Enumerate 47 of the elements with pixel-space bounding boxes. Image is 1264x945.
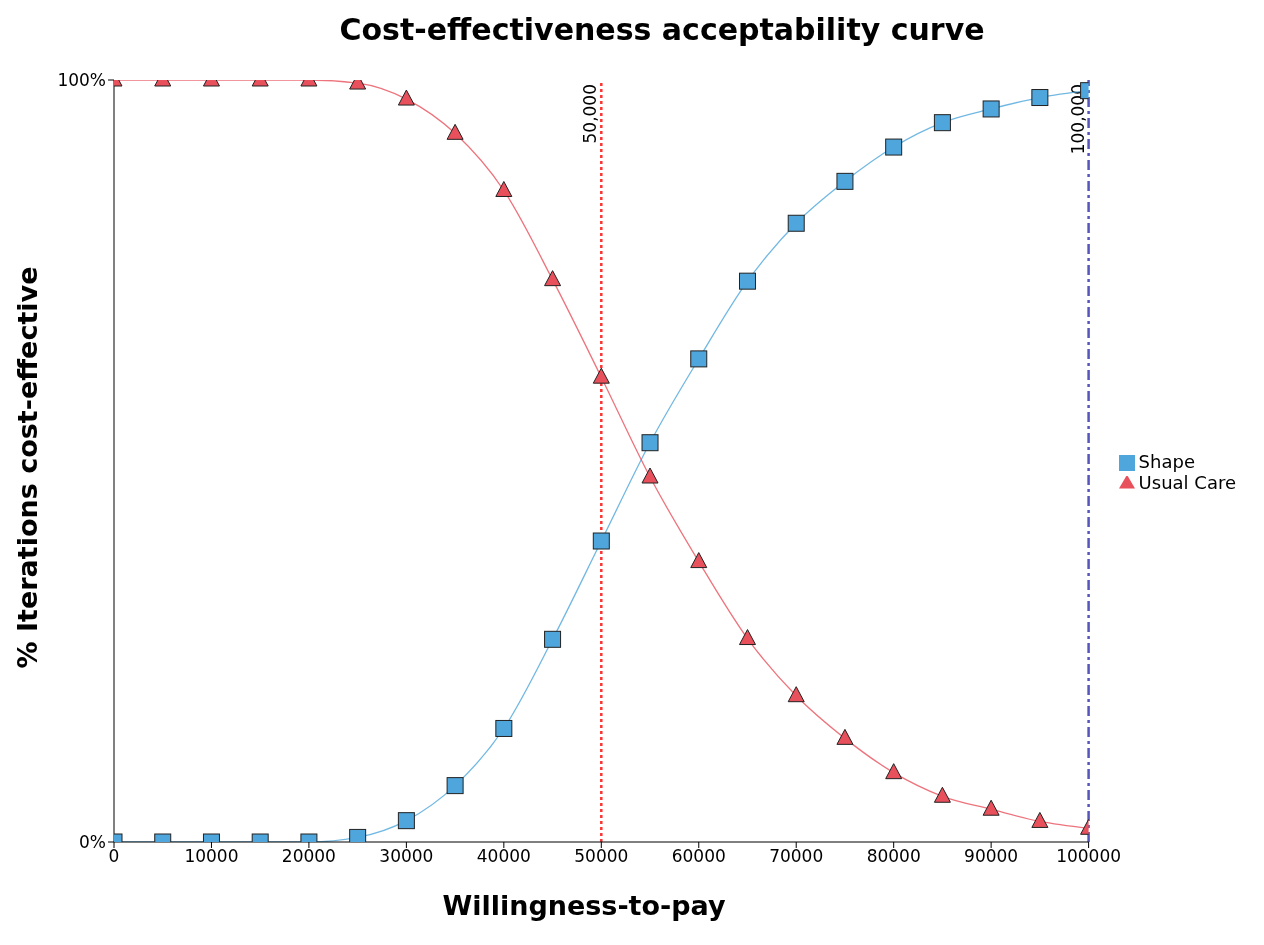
x-tick-label: 90000 — [964, 846, 1019, 867]
point — [544, 630, 562, 648]
point — [982, 799, 1000, 816]
point — [738, 629, 756, 646]
x-tick-label: 30000 — [379, 846, 434, 867]
x-tick-label: 10000 — [184, 846, 239, 867]
point — [933, 114, 951, 132]
point — [495, 180, 513, 197]
legend-label: Usual Care — [1138, 472, 1236, 493]
x-tick-label: 20000 — [281, 846, 336, 867]
point — [641, 467, 659, 484]
x-tick-label: 40000 — [476, 846, 531, 867]
x-tick-label: 50000 — [574, 846, 629, 867]
y-tick-label: 100% — [57, 70, 106, 91]
x-axis-title: Willingness-to-pay — [441, 890, 727, 921]
x-tick-label: 0 — [108, 846, 120, 867]
point — [446, 777, 464, 795]
point — [690, 350, 708, 368]
point — [787, 214, 805, 232]
point — [544, 270, 562, 287]
point — [982, 100, 1000, 118]
point — [738, 272, 756, 290]
point — [1031, 89, 1049, 107]
point — [446, 123, 464, 140]
chart-title: Cost-effectiveness acceptability curve — [338, 11, 986, 49]
x-tick-label: 100000 — [1056, 846, 1122, 867]
x-tick-label: 80000 — [866, 846, 921, 867]
point — [592, 532, 610, 550]
point — [690, 552, 708, 569]
point — [787, 686, 805, 703]
legend-label: Shape — [1138, 451, 1195, 472]
x-tick-label: 70000 — [769, 846, 824, 867]
point — [836, 728, 854, 745]
point — [885, 138, 903, 156]
point — [885, 763, 903, 780]
point — [397, 812, 415, 830]
point — [1031, 811, 1049, 828]
point — [836, 172, 854, 190]
point — [933, 786, 951, 803]
x-tick-label: 60000 — [671, 846, 726, 867]
point — [641, 434, 659, 452]
y-axis-title: % Iterations cost-effective — [12, 266, 44, 668]
point — [495, 719, 513, 737]
ref-line-label: 50,000 — [580, 84, 601, 144]
y-tick-label: 0% — [79, 832, 106, 853]
point — [592, 367, 610, 384]
point — [397, 89, 415, 106]
